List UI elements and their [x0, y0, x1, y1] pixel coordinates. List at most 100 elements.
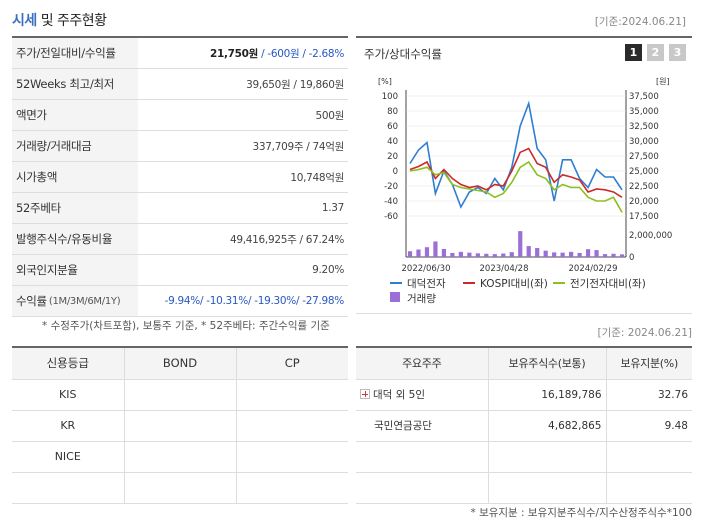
right-tick-label: 30,000: [629, 137, 659, 147]
holder-percent: 9.48: [605, 410, 692, 442]
price-table-note: * 수정주가(차트포함), 보통주 기준, * 52주베타: 주간수익률 기준: [42, 320, 330, 332]
major-shareholder-table: 주요주주 보유주식수(보통) 보유지분(%) 대덕 외 5인 16,189,786 32…: [356, 346, 692, 504]
volume-bar: [450, 252, 455, 257]
credit-cell: [123, 379, 236, 411]
holder-shares: 16,189,786: [487, 379, 606, 411]
price-row-value: 500원: [315, 109, 344, 122]
price-row-value: -9.94%/ -10.31%/ -19.30%/ -27.98%: [164, 295, 345, 307]
volume-bar: [560, 252, 565, 257]
holder-header: 주요주주: [356, 347, 488, 380]
right-tick-label: 20,000: [629, 197, 659, 207]
holder-header: 보유주식수(보통): [487, 347, 606, 380]
price-row-label: 거래량/거래대금: [12, 131, 138, 161]
section-title: 시세 및 주주현황: [12, 10, 107, 30]
section-title-accent: 시세: [12, 13, 37, 29]
left-tick-label: 60: [387, 122, 398, 132]
holder-shares: 4,682,865: [487, 410, 606, 442]
credit-agency: KR: [12, 410, 124, 442]
credit-header: 신용등급: [12, 347, 124, 380]
price-row-value: 49,416,925주 / 67.24%: [229, 233, 344, 246]
table-row: NICE: [12, 441, 348, 473]
left-tick-label: 0: [393, 167, 398, 177]
credit-header: BOND: [123, 347, 236, 380]
price-row: 시가총액 10,748억원: [12, 162, 348, 193]
holder-header: 보유지분(%): [605, 347, 692, 380]
price-row-value: 337,709주 / 74억원: [252, 140, 345, 153]
volume-bar: [602, 254, 608, 257]
holder-name: 대덕 외 5인: [373, 389, 425, 401]
price-row-label: 52주베타: [12, 193, 138, 223]
x-tick-label: 2022/06/30: [402, 264, 451, 274]
volume-bar: [585, 249, 591, 257]
holder-name: 국민연금공단: [374, 420, 432, 432]
volume-bar: [611, 253, 616, 257]
holder-name-cell[interactable]: 대덕 외 5인: [356, 379, 488, 411]
base-date: [기준:2024.06.21]: [594, 16, 686, 28]
credit-cell: [235, 410, 348, 442]
right-tick-label: 32,500: [629, 122, 659, 132]
price-row-label: 주가/전일대비/수익률: [12, 38, 138, 68]
volume-bar: [509, 252, 514, 257]
credit-agency: [12, 472, 124, 504]
volume-bar: [433, 241, 438, 257]
series-line-1: [409, 147, 623, 198]
table-row: 국민연금공단 4,682,865 9.48: [356, 410, 692, 442]
price-row-value: 21,750원 / -600원 / -2.68%: [209, 47, 344, 60]
credit-cell: [235, 441, 348, 473]
price-summary-table: 주가/전일대비/수익률 21,750원 / -600원 / -2.68% 52Wee…: [12, 36, 348, 317]
holder-percent: [605, 472, 692, 504]
volume-bar: [594, 250, 599, 257]
table-row: [356, 441, 692, 473]
holder-shares: [487, 472, 606, 504]
price-row: 주가/전일대비/수익률 21,750원 / -600원 / -2.68%: [12, 38, 348, 69]
price-row: 52Weeks 최고/최저 39,650원 / 19,860원: [12, 69, 348, 100]
table-row: KIS: [12, 379, 348, 411]
price-row-label: 액면가: [12, 100, 138, 130]
volume-bar: [501, 253, 506, 257]
price-row-label: 외국인지분율: [12, 255, 138, 285]
price-row-value: 1.37: [321, 202, 344, 214]
chart-title: 주가/상대수익률: [364, 47, 442, 61]
volume-tick-label: 2,000,000: [629, 231, 672, 241]
volume-bar: [475, 253, 480, 257]
right-tick-label: 27,500: [629, 152, 659, 162]
right-tick-label: 25,000: [629, 167, 659, 177]
legend-swatch: [390, 292, 400, 302]
volume-bar: [424, 247, 430, 257]
credit-agency: KIS: [12, 379, 124, 411]
series-line-2: [409, 160, 623, 213]
volume-bar: [619, 254, 625, 257]
volume-bar: [577, 252, 582, 257]
price-row: 액면가 500원: [12, 100, 348, 131]
chart-tab-2[interactable]: 2: [647, 44, 664, 61]
volume-bar: [492, 254, 497, 257]
price-row-label: 수익률 (1M/3M/6M/1Y): [12, 286, 138, 316]
price-row: 52주베타 1.37: [12, 193, 348, 224]
credit-cell: [235, 379, 348, 411]
legend-label: 거래량: [407, 293, 436, 305]
credit-cell: [123, 410, 236, 442]
volume-bar: [467, 252, 472, 257]
left-axis-unit: [%]: [378, 77, 392, 86]
expand-plus-icon[interactable]: [360, 389, 370, 399]
right-tick-label: 35,000: [629, 107, 659, 117]
holder-percent: 32.76: [605, 379, 692, 411]
x-tick-label: 2024/02/29: [569, 264, 618, 274]
chart-tab-3[interactable]: 3: [669, 44, 686, 61]
volume-bar: [552, 252, 557, 257]
volume-bar: [441, 248, 447, 257]
price-row-label: 발행주식수/유동비율: [12, 224, 138, 254]
table-row: [356, 472, 692, 504]
volume-bar: [526, 246, 531, 257]
section-header: 시세 및 주주현황 [기준:2024.06.21]: [12, 10, 692, 32]
chart-tab-1[interactable]: 1: [625, 44, 642, 61]
volume-tick-label: 0: [629, 253, 634, 263]
credit-cell: [235, 472, 348, 504]
credit-header: CP: [235, 347, 348, 380]
holder-base-date: [기준: 2024.06.21]: [597, 327, 692, 339]
price-row-value: 9.20%: [312, 264, 344, 276]
holder-table-note: * 보유지분 : 보유지분주식수/지수산정주식수*100: [470, 507, 692, 519]
right-tick-label: 17,500: [629, 212, 659, 222]
